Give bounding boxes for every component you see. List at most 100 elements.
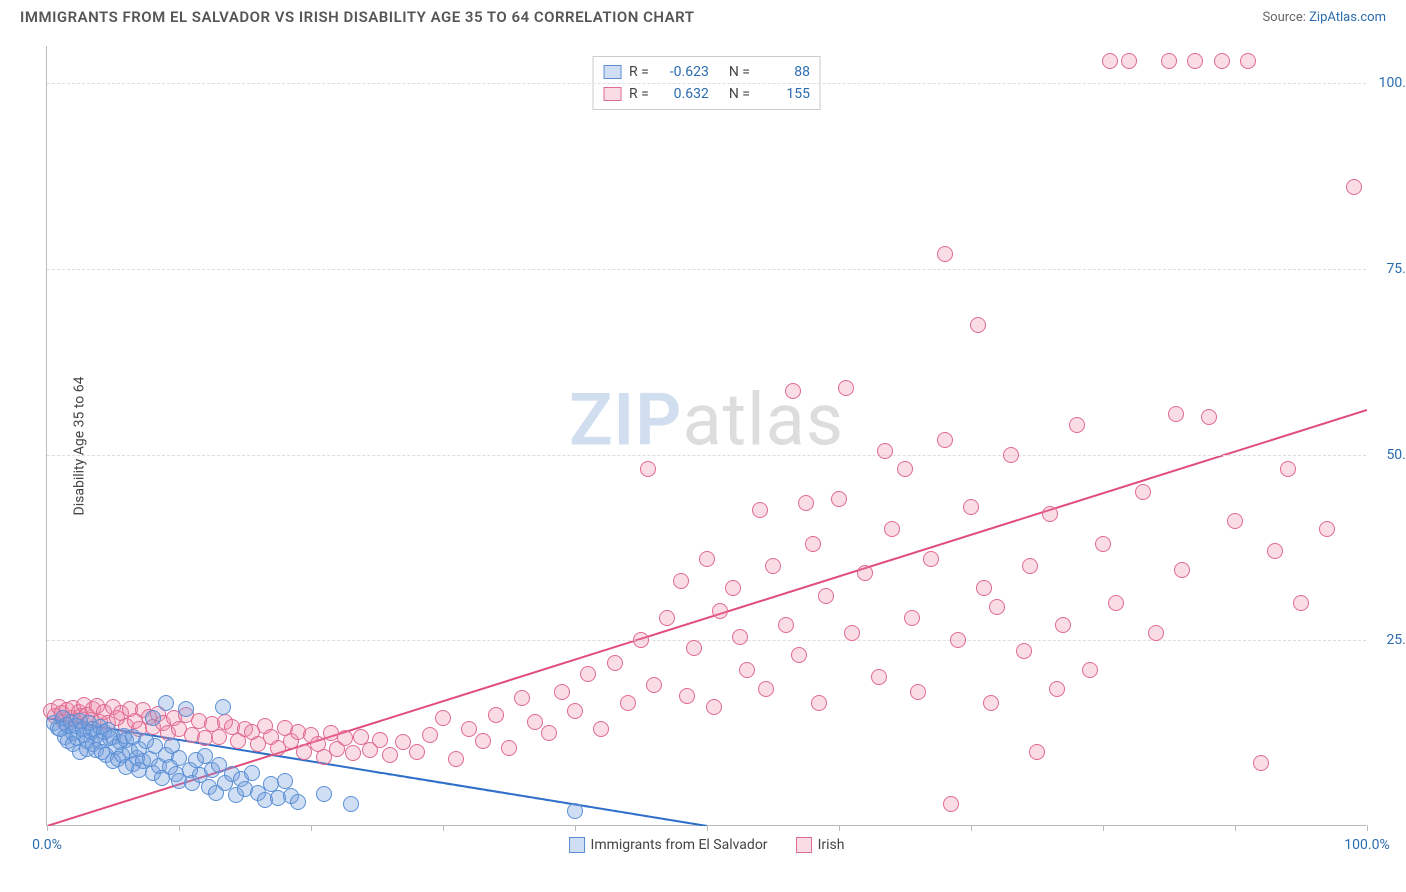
point-irish bbox=[541, 725, 557, 741]
point-irish bbox=[1227, 513, 1243, 529]
x-tick bbox=[47, 825, 48, 831]
legend-series-label: Immigrants from El Salvador bbox=[591, 837, 768, 853]
x-tick bbox=[1235, 825, 1236, 831]
legend-series-label: Irish bbox=[818, 837, 845, 853]
point-irish bbox=[904, 610, 920, 626]
header: IMMIGRANTS FROM EL SALVADOR VS IRISH DIS… bbox=[0, 0, 1406, 30]
point-irish bbox=[1003, 447, 1019, 463]
point-irish bbox=[554, 684, 570, 700]
legend-swatch bbox=[796, 837, 812, 853]
legend-swatch bbox=[603, 87, 621, 101]
x-tick bbox=[971, 825, 972, 831]
point-irish bbox=[725, 580, 741, 596]
x-tick bbox=[575, 825, 576, 831]
chart-title: IMMIGRANTS FROM EL SALVADOR VS IRISH DIS… bbox=[20, 8, 694, 26]
legend-n-label: N = bbox=[729, 61, 750, 83]
point-irish bbox=[382, 747, 398, 763]
point-irish bbox=[686, 640, 702, 656]
point-irish bbox=[435, 710, 451, 726]
point-irish bbox=[791, 647, 807, 663]
point-irish bbox=[1148, 625, 1164, 641]
point-irish bbox=[620, 695, 636, 711]
x-tick-label: 100.0% bbox=[1344, 837, 1389, 853]
legend-r-value: -0.623 bbox=[657, 61, 709, 83]
point-irish bbox=[752, 502, 768, 518]
point-irish bbox=[758, 681, 774, 697]
point-irish bbox=[1102, 53, 1118, 69]
point-irish bbox=[818, 588, 834, 604]
legend-n-label: N = bbox=[729, 83, 750, 105]
legend-top-row: R =0.632N =155 bbox=[603, 83, 810, 105]
point-irish bbox=[831, 491, 847, 507]
legend-n-value: 88 bbox=[758, 61, 810, 83]
point-irish bbox=[1293, 595, 1309, 611]
y-tick-label: 100.0% bbox=[1379, 75, 1406, 91]
point-irish bbox=[527, 714, 543, 730]
point-irish bbox=[1055, 617, 1071, 633]
point-irish bbox=[1049, 681, 1065, 697]
point-irish bbox=[593, 721, 609, 737]
point-irish bbox=[1214, 53, 1230, 69]
gridline bbox=[47, 269, 1366, 270]
point-irish bbox=[1240, 53, 1256, 69]
point-irish bbox=[1201, 409, 1217, 425]
source-label: Source: bbox=[1262, 10, 1305, 25]
point-irish bbox=[871, 669, 887, 685]
point-el_salvador bbox=[316, 786, 332, 802]
point-irish bbox=[461, 721, 477, 737]
gridline bbox=[47, 455, 1366, 456]
legend-r-label: R = bbox=[629, 61, 649, 83]
point-irish bbox=[679, 688, 695, 704]
legend-swatch bbox=[569, 837, 585, 853]
gridline bbox=[47, 83, 1366, 84]
point-irish bbox=[989, 599, 1005, 615]
point-irish bbox=[345, 745, 361, 761]
point-irish bbox=[372, 732, 388, 748]
chart-area: ZIPatlas R =-0.623N =88R =0.632N =155 Im… bbox=[46, 46, 1366, 826]
x-tick bbox=[311, 825, 312, 831]
point-irish bbox=[923, 551, 939, 567]
point-irish bbox=[1082, 662, 1098, 678]
point-irish bbox=[1267, 543, 1283, 559]
legend-top-row: R = -0.623 N = 88 bbox=[603, 61, 810, 83]
y-tick-label: 50.0% bbox=[1386, 447, 1406, 463]
point-el_salvador bbox=[343, 796, 359, 812]
point-irish bbox=[970, 317, 986, 333]
point-irish bbox=[501, 740, 517, 756]
point-irish bbox=[811, 695, 827, 711]
legend-bottom-item: Irish bbox=[796, 837, 845, 853]
point-irish bbox=[897, 461, 913, 477]
point-irish bbox=[673, 573, 689, 589]
point-irish bbox=[910, 684, 926, 700]
point-irish bbox=[422, 727, 438, 743]
point-el_salvador bbox=[277, 773, 293, 789]
point-irish bbox=[1095, 536, 1111, 552]
point-irish bbox=[739, 662, 755, 678]
point-irish bbox=[732, 629, 748, 645]
point-irish bbox=[1042, 506, 1058, 522]
point-irish bbox=[1108, 595, 1124, 611]
point-irish bbox=[963, 499, 979, 515]
point-irish bbox=[514, 690, 530, 706]
point-irish bbox=[1346, 179, 1362, 195]
source-link[interactable]: ZipAtlas.com bbox=[1309, 10, 1386, 25]
legend-swatch bbox=[603, 65, 621, 79]
legend-bottom-item: Immigrants from El Salvador bbox=[569, 837, 768, 853]
point-irish bbox=[448, 751, 464, 767]
point-irish bbox=[798, 495, 814, 511]
gridline bbox=[47, 640, 1366, 641]
x-tick bbox=[1103, 825, 1104, 831]
y-tick-label: 75.0% bbox=[1386, 261, 1406, 277]
point-irish bbox=[640, 461, 656, 477]
x-tick bbox=[707, 825, 708, 831]
point-irish bbox=[1280, 461, 1296, 477]
plot: ZIPatlas R =-0.623N =88R =0.632N =155 Im… bbox=[46, 46, 1366, 826]
source: Source: ZipAtlas.com bbox=[1262, 10, 1386, 25]
x-tick bbox=[179, 825, 180, 831]
series-legend: Immigrants from El Salvador Irish bbox=[569, 837, 845, 853]
point-irish bbox=[1319, 521, 1335, 537]
point-irish bbox=[712, 603, 728, 619]
point-irish bbox=[607, 655, 623, 671]
point-irish bbox=[646, 677, 662, 693]
point-el_salvador bbox=[567, 803, 583, 819]
